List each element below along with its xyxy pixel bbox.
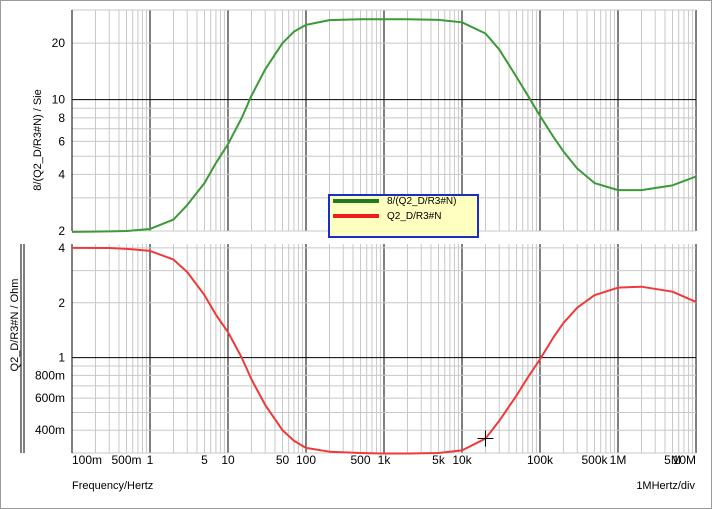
x-tick-label: 10k <box>452 453 472 467</box>
top-y-tick-label: 4 <box>58 167 65 181</box>
bottom-series-line <box>71 246 697 455</box>
bottom-y-tick-label: 600m <box>35 391 65 405</box>
top-y-tick-label: 2 <box>58 224 65 238</box>
scale-note: 1MHertz/div <box>636 480 695 492</box>
top-series-group <box>71 18 697 233</box>
bottom-y-tick-label: 2 <box>58 296 65 310</box>
x-tick-label: 1M <box>610 453 627 467</box>
x-tick-label: 100m <box>72 453 102 467</box>
x-tick-label: 500k <box>582 453 609 467</box>
x-axis-label: Frequency/Hertz <box>72 480 153 492</box>
x-tick-label: 1 <box>147 453 154 467</box>
bottom-y-axis-label: Q2_D/R3#N / Ohm <box>9 279 21 372</box>
top-y-tick-label: 20 <box>52 36 66 50</box>
bottom-series-group <box>71 246 697 455</box>
legend-label-green: 8/(Q2_D/R3#N) <box>387 196 456 207</box>
top-grid <box>71 9 697 232</box>
bottom-y-tick-label: 800m <box>35 368 65 382</box>
top-y-tick-label: 8 <box>58 111 65 125</box>
x-tick-label: 10M <box>673 453 696 467</box>
legend[interactable]: 8/(Q2_D/R3#N) Q2_D/R3#N <box>328 194 479 238</box>
top-y-tick-label: 6 <box>58 134 65 148</box>
x-tick-label: 100k <box>527 453 554 467</box>
x-tick-label: 5k <box>432 453 446 467</box>
x-tick-label: 5 <box>201 453 208 467</box>
bottom-grid <box>71 244 697 454</box>
bottom-y-tick-label: 400m <box>35 423 65 437</box>
x-tick-label: 500 <box>351 453 371 467</box>
x-tick-label: 100 <box>296 453 316 467</box>
x-tick-label: 1k <box>378 453 392 467</box>
top-series-line <box>71 18 697 233</box>
x-tick-label: 5M <box>664 453 681 467</box>
x-tick-label: 500m <box>112 453 142 467</box>
x-tick-label: 50 <box>276 453 290 467</box>
bottom-y-tick-label: 4 <box>58 241 65 255</box>
x-tick-label: 10 <box>221 453 235 467</box>
bottom-y-tick-label: 1 <box>58 351 65 365</box>
legend-label-red: Q2_D/R3#N <box>387 211 441 222</box>
top-y-axis-label: 8/(Q2_D/R3#N) / Sie <box>32 89 44 190</box>
top-y-tick-label: 10 <box>52 93 66 107</box>
tick-labels: 2 4 6 8 10 20 400m 600m 800m 1 2 4 100m 500m 1 5 10 50 100… <box>35 36 696 467</box>
